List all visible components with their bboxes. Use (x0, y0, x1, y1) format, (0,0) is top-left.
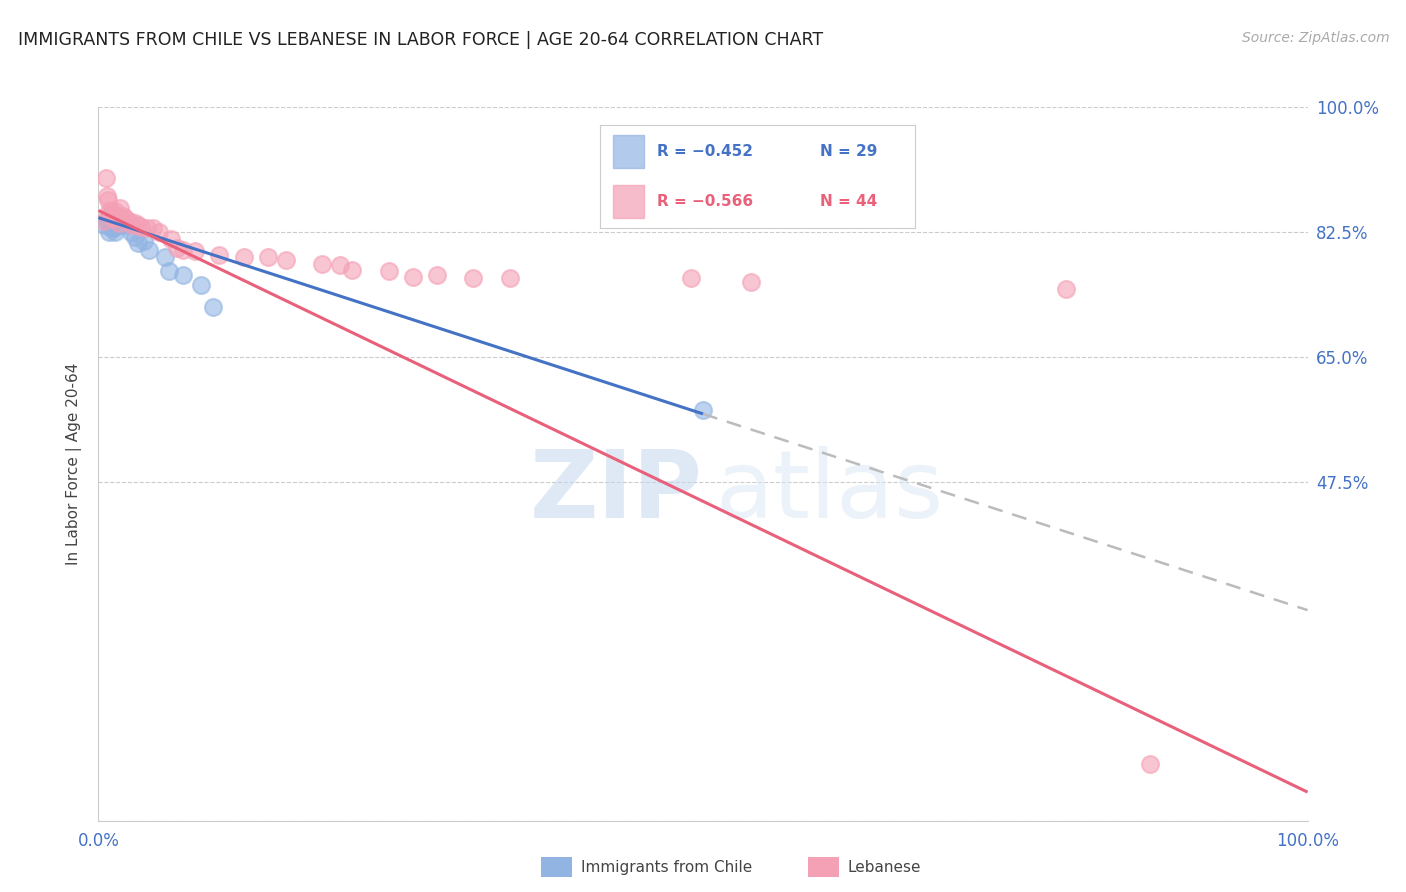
Point (100, 207, 122, 221)
Point (124, 216, 146, 230)
Point (232, 250, 254, 264)
Text: Source: ZipAtlas.com: Source: ZipAtlas.com (1241, 31, 1389, 45)
Point (103, 211, 125, 225)
Point (100, 207, 122, 221)
Point (105, 216, 128, 230)
Point (105, 209, 128, 223)
Text: atlas: atlas (716, 446, 943, 539)
Point (97, 193, 120, 207)
Point (153, 250, 176, 264)
Point (98, 225, 121, 239)
Point (172, 268, 194, 282)
Point (107, 211, 129, 225)
Point (107, 218, 129, 232)
Point (98, 203, 121, 218)
Point (104, 225, 127, 239)
Text: IMMIGRANTS FROM CHILE VS LEBANESE IN LABOR FORCE | AGE 20-64 CORRELATION CHART: IMMIGRANTS FROM CHILE VS LEBANESE IN LAB… (18, 31, 824, 49)
Point (148, 225, 170, 239)
Point (274, 253, 297, 268)
Text: ZIP: ZIP (530, 446, 703, 539)
Point (1139, 756, 1161, 771)
Point (97, 211, 120, 225)
Point (166, 241, 188, 255)
Point (100, 221, 122, 235)
Point (101, 219, 124, 234)
Point (108, 211, 131, 225)
Point (121, 218, 143, 232)
Point (94, 171, 117, 186)
Point (93, 218, 115, 232)
Point (134, 234, 156, 248)
Point (100, 216, 122, 230)
Point (740, 275, 762, 289)
Point (108, 216, 131, 230)
Point (127, 235, 149, 250)
Point (342, 262, 364, 277)
Point (100, 203, 122, 218)
Point (172, 243, 194, 257)
Point (202, 300, 225, 314)
Point (160, 232, 183, 246)
Point (142, 221, 165, 235)
Point (120, 225, 142, 239)
Point (124, 230, 146, 244)
Point (184, 244, 207, 259)
Point (129, 219, 152, 234)
Point (101, 212, 124, 227)
Point (103, 216, 125, 230)
Point (114, 218, 136, 232)
Point (311, 257, 333, 271)
Text: Lebanese: Lebanese (848, 861, 921, 875)
Point (402, 269, 425, 284)
Point (114, 211, 136, 225)
Point (103, 221, 125, 235)
Point (190, 278, 212, 293)
Point (93, 214, 115, 228)
Point (157, 264, 180, 278)
Point (377, 264, 399, 278)
Point (101, 211, 124, 225)
Point (118, 214, 141, 228)
Point (329, 259, 352, 273)
Point (96, 189, 118, 203)
Point (679, 271, 702, 285)
Point (498, 271, 520, 285)
Point (138, 243, 160, 257)
Point (111, 216, 134, 230)
Point (692, 403, 714, 417)
Point (256, 250, 278, 264)
Point (118, 217, 141, 231)
Point (1054, 282, 1077, 296)
Point (135, 221, 157, 235)
Point (127, 218, 149, 232)
Point (111, 209, 134, 223)
Point (208, 248, 231, 262)
Point (108, 202, 131, 216)
Point (463, 271, 485, 285)
Point (104, 203, 127, 218)
Point (96, 214, 118, 228)
Point (426, 268, 449, 282)
Y-axis label: In Labor Force | Age 20-64: In Labor Force | Age 20-64 (66, 363, 83, 565)
Text: Immigrants from Chile: Immigrants from Chile (581, 861, 752, 875)
